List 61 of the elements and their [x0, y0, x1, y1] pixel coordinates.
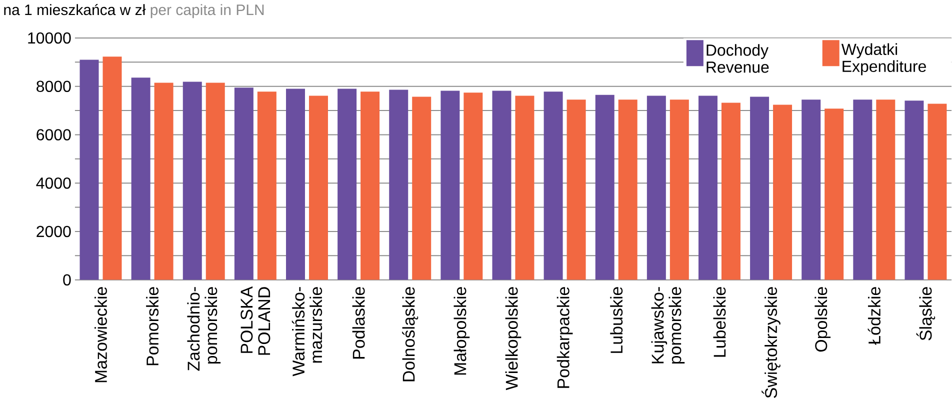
x-tick-label: Kujawsko-pomorskie — [651, 287, 685, 364]
bar — [544, 92, 563, 280]
bar — [102, 56, 122, 280]
bar — [698, 96, 718, 280]
bar — [515, 96, 534, 280]
x-tick-label: Lubuskie — [610, 287, 623, 354]
bar — [492, 90, 512, 280]
x-tick-label: Pomorskie — [146, 287, 159, 366]
bar — [360, 92, 380, 280]
x-tick-label: Podkarpackie — [556, 287, 573, 388]
x-tick-label: Zachodnio-pomorskie — [187, 287, 221, 371]
y-tick-label: 6000 — [36, 129, 71, 140]
bar — [566, 100, 586, 280]
x-tick-label: Podlaskie — [352, 287, 365, 359]
y-tick-label: 10000 — [28, 32, 71, 44]
y-tick-label: 8000 — [36, 80, 71, 92]
bar — [308, 96, 328, 280]
bar — [440, 90, 460, 280]
x-tick-label: Opolskie — [814, 287, 831, 352]
bar — [802, 100, 821, 280]
bar — [750, 96, 770, 280]
x-tick-label: Mazowieckie — [94, 287, 107, 382]
bar — [286, 88, 305, 280]
y-tick-label: 2000 — [36, 226, 71, 238]
x-tick-label: Dolnośląskie — [402, 287, 418, 382]
bar — [234, 88, 254, 280]
x-tick-label: Małopolskie — [454, 287, 470, 375]
bar — [338, 88, 357, 280]
bar — [773, 104, 792, 280]
x-tick-label: Lubelskie — [713, 287, 726, 357]
x-tick-label: Warmińsko-mazurskie — [292, 287, 322, 376]
bar — [412, 96, 432, 280]
bar — [904, 100, 924, 280]
x-tick-label: Śląskie — [916, 287, 936, 340]
bar — [876, 100, 896, 280]
x-tick-label: Świętokrzyskie — [762, 287, 780, 398]
bar — [928, 104, 947, 280]
bar — [464, 92, 483, 280]
bar — [853, 100, 872, 280]
bar — [721, 102, 740, 280]
bar — [595, 94, 614, 280]
legend-label: Wydatki Expenditure — [841, 43, 926, 76]
bar — [618, 100, 638, 280]
bar — [131, 78, 150, 280]
chart-title: na 1 mieszkańca w zł — [4, 4, 146, 16]
bar — [670, 100, 689, 280]
bar — [154, 82, 174, 280]
bar — [824, 108, 844, 280]
bar — [182, 82, 202, 280]
bar — [257, 92, 276, 280]
legend-label: Dochody Revenue — [706, 44, 769, 73]
x-tick-label: Łódzkie — [868, 287, 881, 345]
chart-subtitle: per capita in PLN — [150, 4, 264, 18]
x-tick-label: Wielkopolskie — [505, 287, 522, 390]
y-tick-label: 0 — [63, 274, 71, 286]
bar — [646, 96, 666, 280]
bar — [389, 90, 408, 280]
bar — [206, 82, 225, 280]
y-tick-label: 4000 — [36, 178, 71, 189]
bar — [80, 60, 99, 280]
x-tick-label: POLSKA POLAND — [240, 286, 270, 355]
